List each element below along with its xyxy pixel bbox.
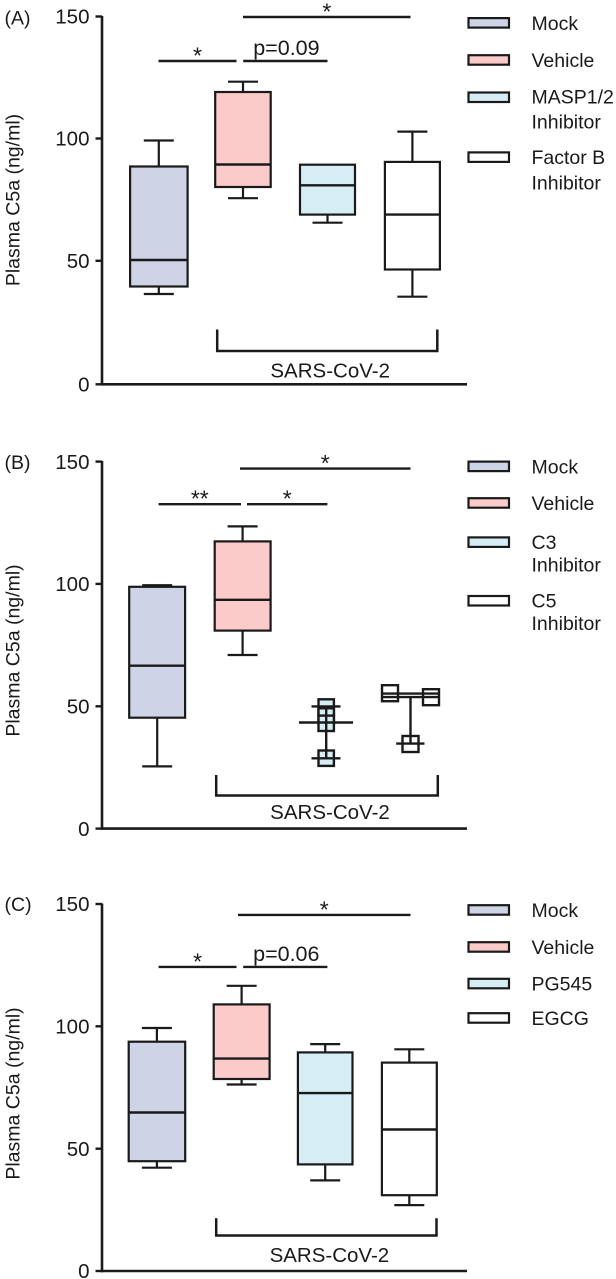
svg-text:MASP1/2: MASP1/2 xyxy=(532,86,614,108)
svg-text:*: * xyxy=(322,0,331,25)
svg-text:SARS-CoV-2: SARS-CoV-2 xyxy=(270,1244,390,1267)
svg-text:*: * xyxy=(320,896,329,922)
svg-text:100: 100 xyxy=(55,1016,89,1039)
svg-text:Mock: Mock xyxy=(532,456,579,478)
svg-text:150: 150 xyxy=(55,6,89,29)
svg-text:Plasma C5a (ng/ml): Plasma C5a (ng/ml) xyxy=(3,564,25,736)
svg-text:Inhibitor: Inhibitor xyxy=(532,111,602,133)
svg-text:(B): (B) xyxy=(5,452,31,474)
svg-text:C3: C3 xyxy=(532,532,557,554)
svg-text:Vehicle: Vehicle xyxy=(532,937,595,959)
svg-text:SARS-CoV-2: SARS-CoV-2 xyxy=(270,360,390,383)
svg-text:0: 0 xyxy=(78,818,89,841)
svg-text:Inhibitor: Inhibitor xyxy=(532,172,602,194)
svg-text:Plasma C5a (ng/ml): Plasma C5a (ng/ml) xyxy=(3,1007,25,1179)
svg-text:50: 50 xyxy=(67,696,90,719)
svg-text:50: 50 xyxy=(67,250,90,273)
svg-text:(C): (C) xyxy=(5,894,32,916)
svg-text:Factor B: Factor B xyxy=(532,147,606,169)
svg-text:Inhibitor: Inhibitor xyxy=(532,555,602,577)
svg-text:Vehicle: Vehicle xyxy=(532,493,595,515)
svg-text:150: 150 xyxy=(55,451,89,474)
svg-text:*: * xyxy=(283,486,292,512)
svg-text:C5: C5 xyxy=(532,591,557,613)
svg-text:0: 0 xyxy=(78,374,89,397)
svg-text:100: 100 xyxy=(55,128,89,151)
svg-text:Inhibitor: Inhibitor xyxy=(532,613,602,635)
svg-text:Vehicle: Vehicle xyxy=(532,50,595,72)
svg-text:*: * xyxy=(321,450,330,476)
svg-text:EGCG: EGCG xyxy=(532,1008,589,1030)
svg-text:p=0.06: p=0.06 xyxy=(253,942,319,966)
svg-text:*: * xyxy=(193,948,202,974)
svg-text:p=0.09: p=0.09 xyxy=(253,36,319,60)
svg-text:150: 150 xyxy=(55,893,89,916)
svg-text:**: ** xyxy=(191,486,209,512)
svg-text:0: 0 xyxy=(78,1260,89,1279)
svg-text:SARS-CoV-2: SARS-CoV-2 xyxy=(270,801,390,824)
svg-text:Mock: Mock xyxy=(532,900,579,922)
svg-text:100: 100 xyxy=(55,573,89,596)
svg-text:Plasma C5a (ng/ml): Plasma C5a (ng/ml) xyxy=(3,114,25,286)
svg-text:Mock: Mock xyxy=(532,13,579,35)
svg-text:(A): (A) xyxy=(5,8,31,30)
svg-text:50: 50 xyxy=(67,1138,90,1161)
svg-text:PG545: PG545 xyxy=(532,974,593,996)
svg-text:*: * xyxy=(193,43,202,69)
